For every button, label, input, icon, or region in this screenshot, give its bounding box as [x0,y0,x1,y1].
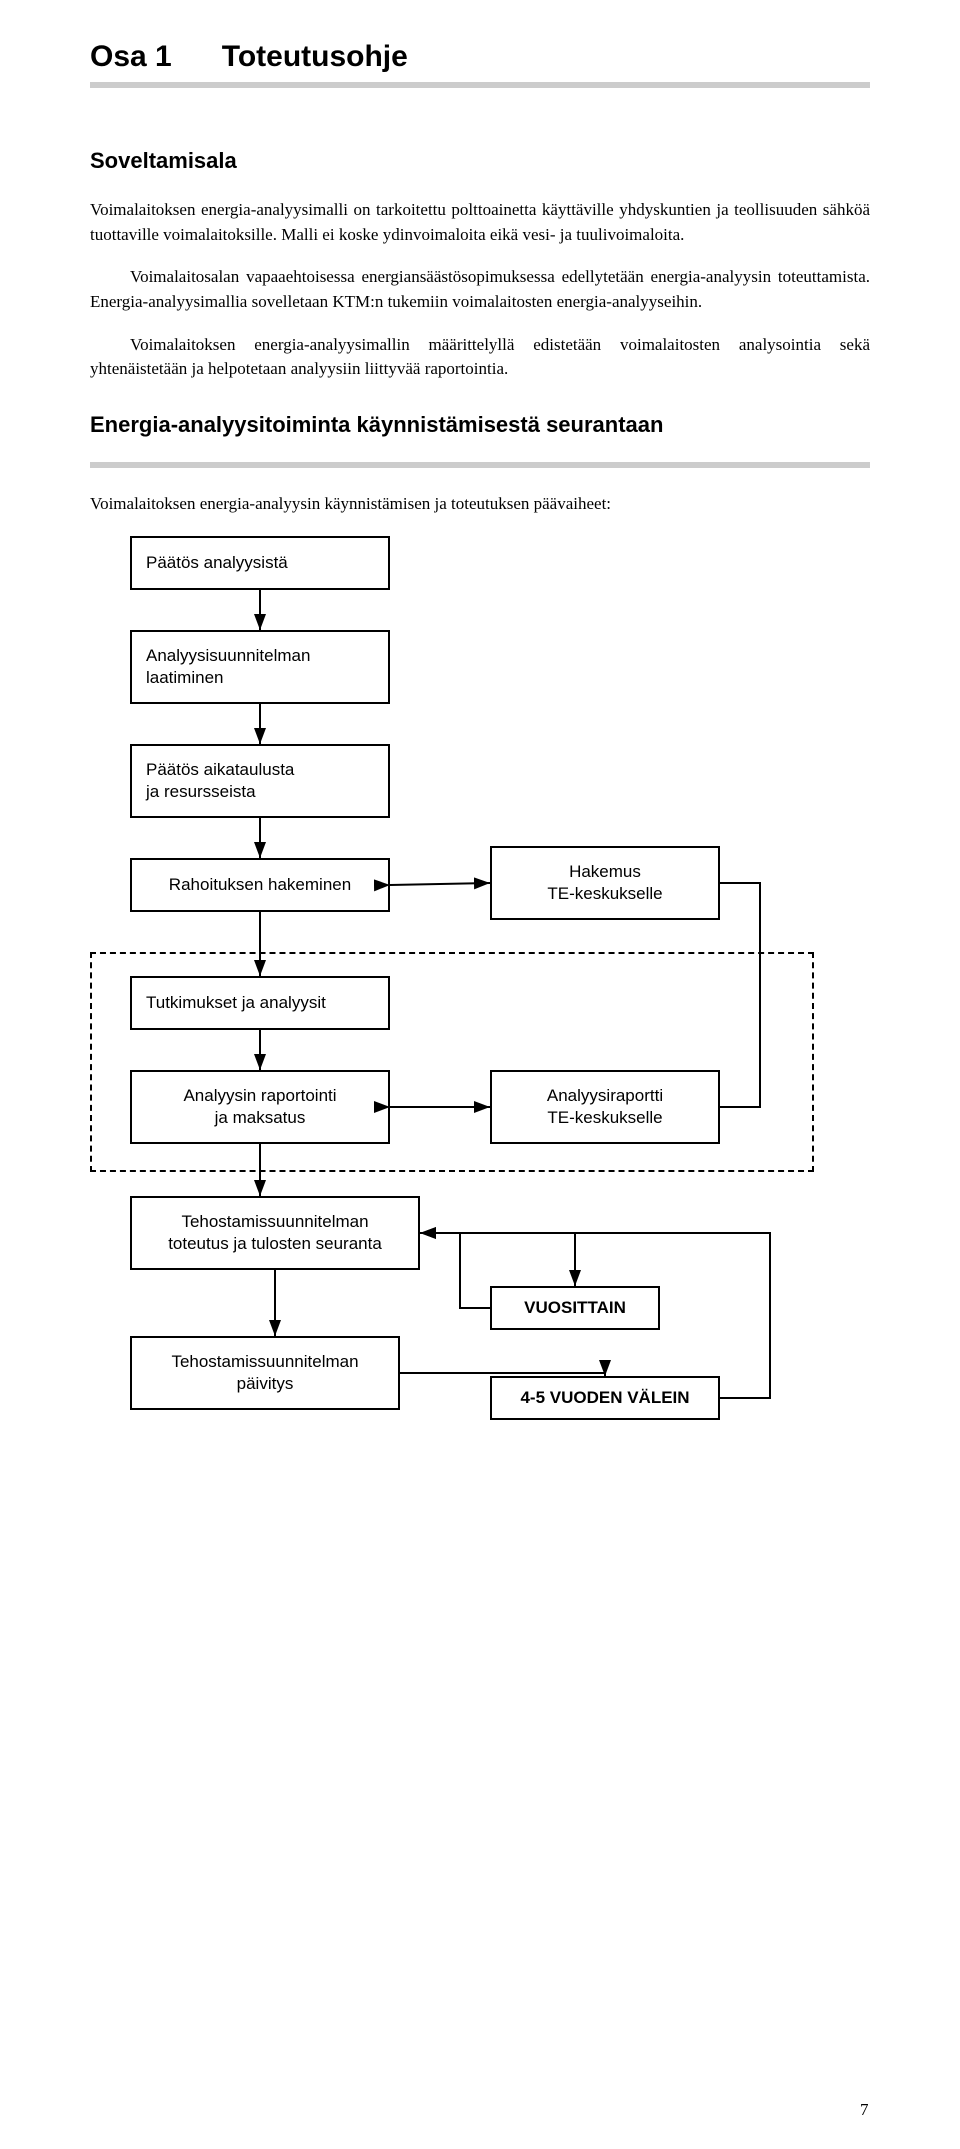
flowchart-node-n6: Tutkimukset ja analyysit [130,976,390,1030]
section2-rule [90,462,870,468]
flowchart-node-n9: Tehostamissuunnitelman toteutus ja tulos… [130,1196,420,1270]
flowchart-node-n7: Analyysin raportointi ja maksatus [130,1070,390,1144]
section2-intro: Voimalaitoksen energia-analyysin käynnis… [90,492,870,517]
title-rule [90,82,870,88]
section1-heading: Soveltamisala [90,148,870,174]
flowchart-node-n3: Päätös aikataulusta ja resursseista [130,744,390,818]
flowchart-node-n10: VUOSITTAIN [490,1286,660,1330]
flowchart-node-n5: Hakemus TE-keskukselle [490,846,720,920]
flowchart-node-n12: 4-5 VUODEN VÄLEIN [490,1376,720,1420]
flowchart-node-n1: Päätös analyysistä [130,536,390,590]
flowchart-node-n2: Analyysisuunnitelman laatiminen [130,630,390,704]
paragraph-1: Voimalaitoksen energia-analyysimalli on … [90,198,870,247]
page-title-row: Osa 1 Toteutusohje [90,40,870,74]
flowchart-node-n11: Tehostamissuunnitelman päivitys [130,1336,400,1410]
title-name: Toteutusohje [222,40,408,74]
page-number: 7 [860,2100,869,2120]
flowchart-node-n4: Rahoituksen hakeminen [130,858,390,912]
paragraph-2: Voimalaitosalan vapaaehtoisessa energian… [90,265,870,314]
paragraph-3: Voimalaitoksen energia-analyysimallin mä… [90,333,870,382]
title-part: Osa 1 [90,40,172,74]
flowchart-node-n8: Analyysiraportti TE-keskukselle [490,1070,720,1144]
section2-heading: Energia-analyysitoiminta käynnistämisest… [90,412,870,438]
flowchart: Päätös analyysistä Analyysisuunnitelman l… [90,536,850,1616]
